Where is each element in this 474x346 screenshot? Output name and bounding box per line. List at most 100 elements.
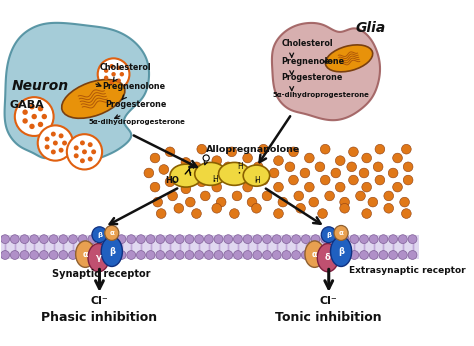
- Circle shape: [403, 175, 413, 185]
- Circle shape: [289, 175, 298, 185]
- Circle shape: [278, 197, 288, 207]
- Circle shape: [78, 235, 87, 244]
- Circle shape: [174, 203, 184, 213]
- Circle shape: [185, 197, 195, 207]
- Ellipse shape: [105, 226, 119, 240]
- Circle shape: [243, 235, 252, 244]
- Circle shape: [10, 251, 19, 260]
- Circle shape: [119, 72, 124, 76]
- Circle shape: [22, 118, 28, 124]
- Circle shape: [321, 251, 329, 260]
- Circle shape: [348, 175, 358, 185]
- Circle shape: [374, 162, 383, 172]
- Circle shape: [369, 235, 378, 244]
- Ellipse shape: [170, 164, 202, 187]
- Circle shape: [0, 251, 9, 260]
- Ellipse shape: [317, 244, 338, 272]
- Circle shape: [191, 209, 201, 218]
- Circle shape: [212, 182, 222, 192]
- Circle shape: [350, 235, 359, 244]
- Circle shape: [137, 235, 146, 244]
- Circle shape: [384, 191, 393, 201]
- Circle shape: [300, 168, 310, 178]
- Ellipse shape: [92, 227, 107, 243]
- Circle shape: [384, 203, 393, 213]
- Circle shape: [263, 251, 272, 260]
- Circle shape: [0, 235, 9, 244]
- Circle shape: [117, 65, 121, 70]
- Circle shape: [38, 122, 43, 127]
- Circle shape: [356, 191, 365, 201]
- Circle shape: [45, 145, 50, 149]
- Circle shape: [392, 153, 402, 163]
- Circle shape: [315, 162, 325, 172]
- Circle shape: [117, 79, 121, 83]
- Circle shape: [304, 153, 314, 163]
- Circle shape: [156, 235, 165, 244]
- Circle shape: [165, 177, 175, 186]
- Circle shape: [29, 124, 35, 129]
- Text: Tonic inhibition: Tonic inhibition: [275, 311, 382, 324]
- Circle shape: [321, 235, 329, 244]
- Circle shape: [150, 182, 160, 192]
- Text: Neuron: Neuron: [11, 79, 68, 93]
- Circle shape: [38, 106, 43, 111]
- Circle shape: [340, 203, 349, 213]
- Circle shape: [15, 97, 54, 136]
- Circle shape: [234, 251, 242, 260]
- Circle shape: [10, 235, 19, 244]
- Circle shape: [195, 235, 203, 244]
- Circle shape: [150, 153, 160, 163]
- Circle shape: [360, 251, 368, 260]
- Circle shape: [168, 191, 177, 201]
- Text: Cholesterol: Cholesterol: [281, 39, 333, 48]
- Circle shape: [98, 58, 129, 90]
- Circle shape: [51, 131, 56, 137]
- Circle shape: [247, 197, 257, 207]
- Circle shape: [197, 177, 207, 186]
- Polygon shape: [5, 23, 149, 161]
- Circle shape: [375, 144, 385, 154]
- Circle shape: [69, 235, 77, 244]
- Circle shape: [292, 235, 301, 244]
- Circle shape: [243, 182, 253, 192]
- Circle shape: [214, 251, 223, 260]
- Circle shape: [29, 104, 35, 109]
- Circle shape: [156, 251, 165, 260]
- Ellipse shape: [305, 241, 324, 267]
- Text: H: H: [254, 176, 260, 185]
- Circle shape: [223, 162, 233, 172]
- Circle shape: [296, 203, 305, 213]
- Circle shape: [392, 182, 402, 192]
- Circle shape: [45, 137, 50, 142]
- Circle shape: [165, 147, 175, 157]
- Circle shape: [127, 235, 136, 244]
- Circle shape: [181, 184, 191, 194]
- Circle shape: [229, 209, 239, 218]
- Circle shape: [272, 235, 281, 244]
- Circle shape: [399, 251, 407, 260]
- Circle shape: [340, 235, 349, 244]
- Circle shape: [144, 168, 154, 178]
- Circle shape: [30, 251, 38, 260]
- Ellipse shape: [219, 162, 250, 185]
- Circle shape: [362, 209, 372, 218]
- Circle shape: [82, 149, 87, 154]
- Circle shape: [224, 235, 233, 244]
- Text: Pregnenolone: Pregnenolone: [102, 82, 165, 91]
- Circle shape: [69, 251, 77, 260]
- Text: α: α: [83, 249, 88, 258]
- Text: δ: δ: [325, 253, 331, 262]
- Circle shape: [330, 251, 339, 260]
- Circle shape: [137, 251, 146, 260]
- Circle shape: [401, 144, 411, 154]
- Circle shape: [336, 156, 345, 165]
- Circle shape: [369, 251, 378, 260]
- Circle shape: [42, 114, 47, 119]
- Circle shape: [347, 162, 356, 172]
- Circle shape: [311, 251, 320, 260]
- Circle shape: [39, 251, 48, 260]
- Ellipse shape: [243, 165, 270, 186]
- Circle shape: [282, 251, 291, 260]
- Circle shape: [185, 251, 194, 260]
